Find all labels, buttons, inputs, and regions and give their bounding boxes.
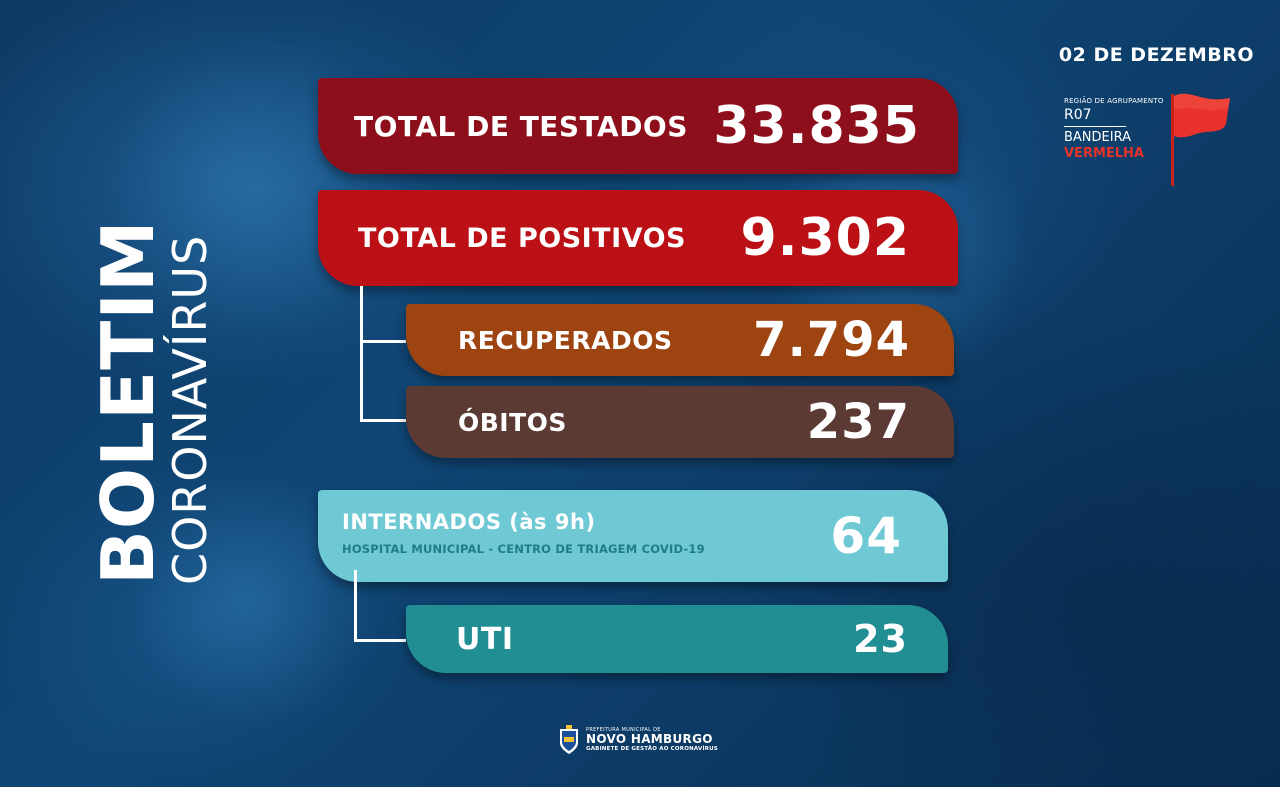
total-tested-bar: TOTAL DE TESTADOS 33.835 (318, 78, 958, 174)
deaths-value: 237 (806, 394, 910, 450)
total-positive-value: 9.302 (740, 208, 910, 268)
footer-line2: NOVO HAMBURGO (586, 732, 713, 746)
city-logo: PREFEITURA MUNICIPAL DE NOVO HAMBURGO GA… (558, 725, 718, 755)
region-code: R07 (1064, 106, 1126, 127)
title-main: BOLETIM (86, 219, 170, 585)
icu-value: 23 (853, 617, 908, 661)
icu-label: UTI (456, 621, 514, 657)
recovered-bar: RECUPERADOS 7.794 (406, 304, 954, 376)
red-flag-icon (1171, 93, 1230, 186)
region-badge: REGIÃO DE AGRUPAMENTO R07 BANDEIRA VERME… (1064, 96, 1174, 161)
total-tested-label: TOTAL DE TESTADOS (354, 109, 688, 143)
total-positive-label: TOTAL DE POSITIVOS (358, 222, 686, 254)
city-crest-icon (560, 725, 578, 754)
recovered-label: RECUPERADOS (458, 325, 673, 355)
hospitalized-sublabel: HOSPITAL MUNICIPAL - CENTRO DE TRIAGEM C… (342, 542, 705, 556)
bulletin-title: BOLETIM CORONAVÍRUS (86, 219, 217, 585)
title-sub: CORONAVÍRUS (163, 234, 217, 585)
recovered-value: 7.794 (753, 312, 910, 368)
report-date: 02 DE DEZEMBRO (1058, 44, 1254, 66)
total-positive-bar: TOTAL DE POSITIVOS 9.302 (318, 190, 958, 286)
positive-connector-line (360, 286, 406, 422)
region-group-label: REGIÃO DE AGRUPAMENTO (1064, 97, 1164, 105)
total-tested-value: 33.835 (713, 96, 920, 156)
hospitalized-bar: INTERNADOS (às 9h) HOSPITAL MUNICIPAL - … (318, 490, 948, 582)
flag-color-label: VERMELHA (1064, 146, 1144, 161)
icu-bar: UTI 23 (406, 605, 948, 673)
deaths-label: ÓBITOS (458, 407, 567, 437)
recovered-connector-tick (360, 340, 406, 343)
flag-label: BANDEIRA (1064, 130, 1131, 145)
footer-line3: GABINETE DE GESTÃO AO CORONAVÍRUS (586, 746, 718, 752)
hospitalized-label: INTERNADOS (às 9h) (342, 510, 596, 534)
hospitalized-connector-line (354, 570, 406, 642)
footer-line1: PREFEITURA MUNICIPAL DE (586, 727, 661, 733)
deaths-bar: ÓBITOS 237 (406, 386, 954, 458)
hospitalized-value: 64 (830, 507, 902, 565)
